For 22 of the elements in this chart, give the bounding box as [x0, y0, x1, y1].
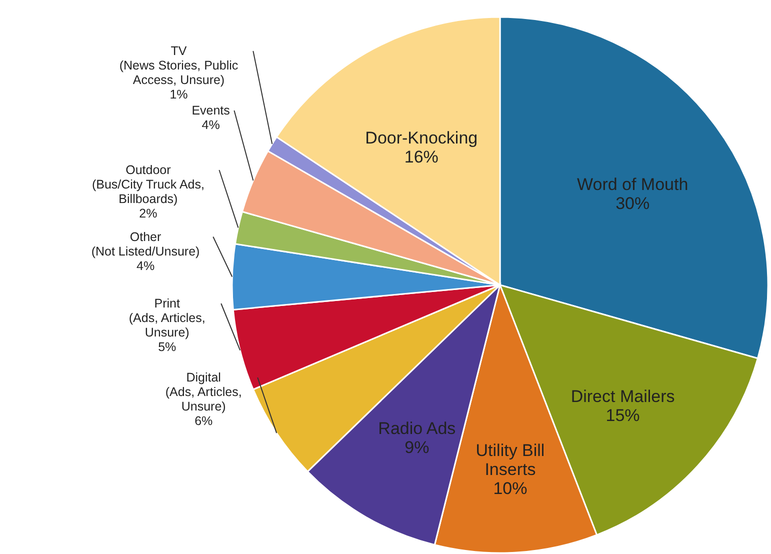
- slice-label: Events: [192, 104, 230, 118]
- data-label: 30%: [616, 194, 650, 213]
- slice-label: Word of Mouth: [577, 174, 688, 194]
- data-label: 5%: [158, 340, 176, 354]
- data-label: 9%: [404, 438, 430, 457]
- data-label: 4%: [202, 118, 220, 132]
- slice-label: Direct Mailers: [570, 386, 675, 406]
- slice-label: Other (Not Listed/Unsure): [91, 230, 200, 258]
- data-label: 4%: [136, 258, 155, 273]
- data-label: 15%: [606, 406, 640, 425]
- slice-label: Print (Ads, Articles, Unsure): [128, 296, 206, 340]
- data-label: 10%: [493, 478, 528, 498]
- data-label: 2%: [139, 206, 158, 220]
- slice-label: Radio Ads: [378, 418, 456, 438]
- data-label: 16%: [404, 148, 438, 167]
- slice-label: Outdoor (Bus/City Truck Ads, Billboards): [92, 163, 204, 206]
- slice-label: TV (News Stories, Public Access, Unsure): [119, 44, 238, 87]
- slice-label: Digital (Ads, Articles, Unsure): [165, 370, 242, 414]
- data-label: 1%: [170, 88, 188, 102]
- slice-label: Door-Knocking: [365, 128, 478, 148]
- data-label: 6%: [194, 414, 213, 428]
- slice-label: Utility Bill Inserts: [476, 440, 545, 479]
